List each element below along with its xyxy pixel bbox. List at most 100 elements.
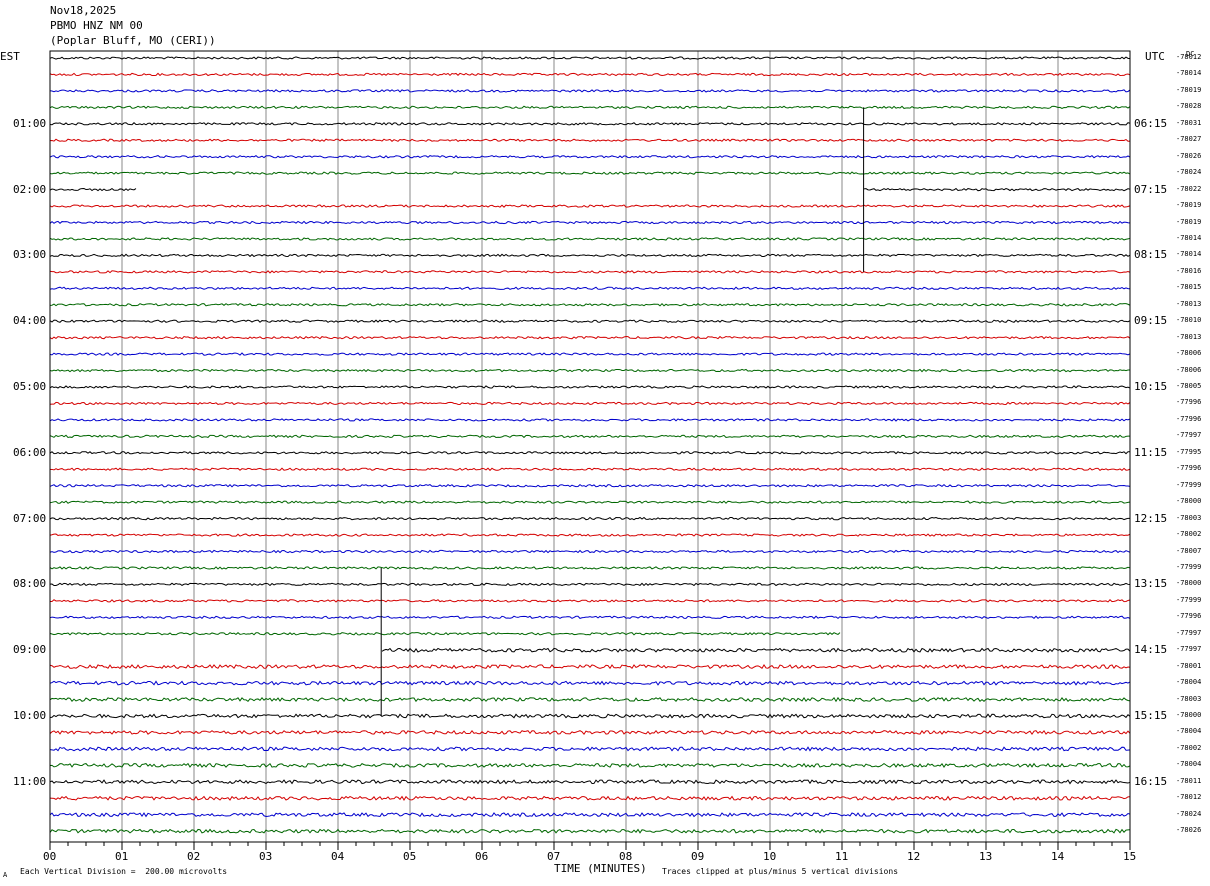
x-tick-label: 04 xyxy=(331,850,345,863)
dc-offset-label: -78002 xyxy=(1176,743,1202,752)
corner-mark: A xyxy=(3,871,8,879)
x-tick-label: 15 xyxy=(1123,850,1137,863)
dc-offset-label: -78014 xyxy=(1176,250,1202,259)
x-tick-label: 05 xyxy=(403,850,417,863)
trace-34 xyxy=(49,615,1131,620)
dc-offset-label: -78016 xyxy=(1176,266,1202,275)
utc-time-label: 15:15 xyxy=(1134,709,1168,722)
dc-offset-label: -78001 xyxy=(1176,661,1202,670)
trace-40 xyxy=(49,713,1131,719)
trace-45 xyxy=(49,795,1131,801)
utc-time-label: 14:15 xyxy=(1134,643,1168,657)
est-time-label: 01:00 xyxy=(13,116,47,130)
dc-offset-label: -78000 xyxy=(1176,497,1202,506)
dc-offset-label: -78027 xyxy=(1176,135,1202,144)
x-tick-label: 10 xyxy=(763,850,777,863)
trace-9 xyxy=(49,204,1131,208)
trace-5 xyxy=(49,138,1131,142)
dc-offset-label: -78031 xyxy=(1176,118,1202,127)
dc-offset-label: -78003 xyxy=(1176,513,1202,522)
trace-18 xyxy=(49,352,1131,356)
location-label: (Poplar Bluff, MO (CERI)) xyxy=(50,34,216,47)
utc-time-label: 16:15 xyxy=(1134,774,1168,788)
x-tick-label: 03 xyxy=(259,850,273,863)
trace-28 xyxy=(49,516,1131,521)
clip-note: Traces clipped at plus/minus 5 vertical … xyxy=(662,867,899,876)
utc-time-label: 09:15 xyxy=(1134,314,1168,328)
dc-offset-label: -78006 xyxy=(1176,349,1202,358)
dc-offset-label: -78024 xyxy=(1176,809,1202,818)
trace-11 xyxy=(49,237,1131,241)
dc-offset-label: -78024 xyxy=(1176,168,1202,177)
trace-1 xyxy=(49,72,1131,77)
x-tick-label: 02 xyxy=(187,850,201,863)
dc-offset-label: -77997 xyxy=(1176,431,1202,440)
trace-2 xyxy=(49,89,1131,93)
dc-offset-label: -78004 xyxy=(1176,678,1202,687)
trace-13 xyxy=(49,270,1131,274)
dc-offset-label: -78013 xyxy=(1176,299,1202,308)
est-time-label: 11:00 xyxy=(13,774,47,788)
dc-offset-label: -78015 xyxy=(1176,283,1202,292)
dc-offset-label: -78002 xyxy=(1176,530,1202,539)
dc-offset-label: -77997 xyxy=(1176,645,1202,654)
trace-7 xyxy=(49,171,1131,175)
dc-offset-label: -78010 xyxy=(1176,316,1202,325)
x-tick-label: 14 xyxy=(1051,850,1065,863)
trace-32 xyxy=(49,582,1131,587)
dc-offset-label: -77999 xyxy=(1176,595,1202,604)
dc-offset-label: -78019 xyxy=(1176,217,1202,226)
trace-10 xyxy=(49,220,1131,225)
trace-46 xyxy=(49,812,1131,818)
trace-33 xyxy=(49,599,1131,603)
est-time-label: 10:00 xyxy=(13,709,47,722)
utc-time-label: 13:15 xyxy=(1134,577,1168,591)
trace-0 xyxy=(49,56,1131,60)
dc-offset-label: -78007 xyxy=(1176,546,1202,555)
dc-offset-label: -78022 xyxy=(1176,184,1202,193)
trace-17 xyxy=(49,335,1131,340)
est-time-label: 06:00 xyxy=(13,445,47,459)
dc-offset-label: -78003 xyxy=(1176,694,1202,703)
x-tick-label: 13 xyxy=(979,850,993,863)
dc-offset-label: -77996 xyxy=(1176,414,1202,423)
dc-offset-label: -77995 xyxy=(1176,447,1202,456)
x-axis-title: TIME (MINUTES) xyxy=(554,862,647,875)
utc-time-label: 10:15 xyxy=(1134,380,1168,393)
trace-30 xyxy=(49,549,1131,554)
time-gridlines xyxy=(121,51,1059,842)
utc-axis-title: UTC xyxy=(1145,50,1165,63)
scale-note: Each Vertical Division = 200.00 microvol… xyxy=(20,867,228,876)
dc-offset-label: -77999 xyxy=(1176,480,1202,489)
dc-offset-label: -78000 xyxy=(1176,579,1202,588)
trace-29 xyxy=(49,533,1131,537)
trace-8 xyxy=(49,187,1131,192)
trace-3 xyxy=(49,105,1131,110)
dc-offset-label: -77997 xyxy=(1176,628,1202,637)
trace-36 xyxy=(381,647,1131,653)
trace-19 xyxy=(49,368,1131,373)
dc-offset-label: -78011 xyxy=(1176,776,1202,785)
dc-offset-label: -78004 xyxy=(1176,760,1202,769)
trace-24 xyxy=(49,451,1131,455)
plot-frame xyxy=(49,50,1131,843)
dc-offset-label: -78028 xyxy=(1176,102,1202,111)
x-tick-label: 01 xyxy=(115,850,129,863)
dc-offset-label: -78019 xyxy=(1176,201,1202,210)
seismic-traces xyxy=(49,56,1131,834)
trace-27 xyxy=(49,500,1131,504)
est-time-label: 04:00 xyxy=(13,314,47,328)
trace-43 xyxy=(49,762,1131,768)
dc-offset-label: -77996 xyxy=(1176,464,1202,473)
trace-26 xyxy=(49,483,1131,488)
est-time-label: 03:00 xyxy=(13,248,47,262)
trace-22 xyxy=(49,418,1131,422)
trace-47 xyxy=(49,828,1131,834)
x-tick-label: 11 xyxy=(835,850,849,863)
dc-offset-label: -78012 xyxy=(1176,53,1202,61)
trace-14 xyxy=(49,286,1131,290)
station-label: PBMO HNZ NM 00 xyxy=(50,19,143,32)
dc-offset-label: -77996 xyxy=(1176,612,1202,621)
trace-21 xyxy=(49,401,1131,406)
